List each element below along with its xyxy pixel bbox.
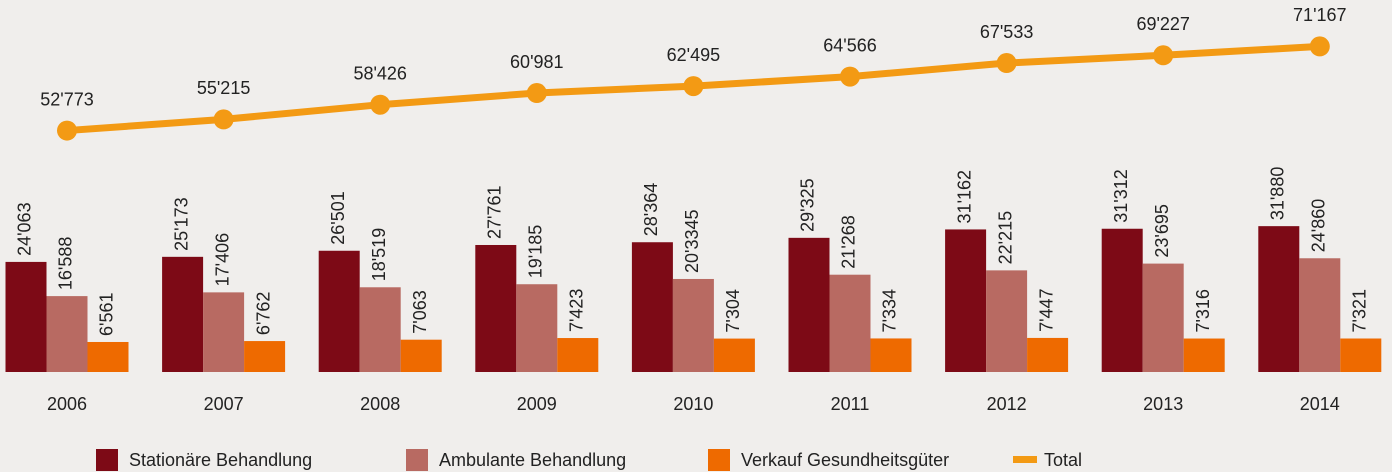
x-tick-label: 2013 bbox=[1143, 394, 1183, 414]
line-point bbox=[213, 109, 234, 130]
bar bbox=[631, 242, 673, 372]
bar bbox=[713, 338, 755, 372]
bar bbox=[318, 250, 360, 372]
x-tick-label: 2007 bbox=[204, 394, 244, 414]
bar bbox=[244, 341, 286, 372]
bar bbox=[557, 338, 599, 372]
bar bbox=[475, 244, 517, 372]
legend-label: Stationäre Behandlung bbox=[129, 450, 312, 470]
data-label: 31'162 bbox=[954, 170, 974, 224]
bar bbox=[162, 256, 204, 372]
legend-label: Total bbox=[1044, 450, 1082, 470]
bar bbox=[788, 237, 830, 372]
data-label: 67'533 bbox=[980, 22, 1034, 42]
data-label: 60'981 bbox=[510, 52, 564, 72]
x-tick-label: 2010 bbox=[673, 394, 713, 414]
data-label: 7'316 bbox=[1193, 289, 1213, 332]
data-label: 7'304 bbox=[723, 289, 743, 332]
line-point bbox=[683, 76, 704, 97]
line-point bbox=[526, 83, 547, 104]
bar bbox=[945, 229, 987, 372]
data-label: 69'227 bbox=[1136, 14, 1190, 34]
x-tick-label: 2008 bbox=[360, 394, 400, 414]
x-tick-label: 2009 bbox=[517, 394, 557, 414]
line-point bbox=[996, 53, 1017, 74]
line-point bbox=[370, 94, 391, 115]
data-label: 58'426 bbox=[353, 63, 407, 83]
bar bbox=[87, 341, 129, 372]
data-label: 64'566 bbox=[823, 35, 877, 55]
legend-swatch bbox=[708, 449, 730, 471]
line-point bbox=[57, 120, 77, 141]
legend-label: Ambulante Behandlung bbox=[439, 450, 626, 470]
data-label: 25'173 bbox=[171, 197, 191, 251]
data-label: 17'406 bbox=[212, 233, 232, 287]
data-label: 21'268 bbox=[839, 215, 859, 269]
bar bbox=[1258, 226, 1300, 372]
data-label: 62'495 bbox=[667, 45, 721, 65]
data-label: 28'364 bbox=[641, 183, 661, 237]
bar bbox=[870, 338, 912, 372]
legend-swatch bbox=[1013, 456, 1037, 463]
data-label: 19'185 bbox=[526, 225, 546, 279]
x-tick-label: 2011 bbox=[831, 394, 870, 414]
x-tick-label: 2006 bbox=[47, 394, 87, 414]
data-label: 27'761 bbox=[485, 185, 505, 239]
bar bbox=[46, 296, 88, 372]
data-label: 23'695 bbox=[1152, 204, 1172, 258]
bar bbox=[1142, 263, 1184, 372]
bar bbox=[5, 261, 47, 372]
bar bbox=[1299, 258, 1341, 372]
bar bbox=[986, 270, 1028, 372]
line-point bbox=[840, 66, 860, 87]
data-label: 6'561 bbox=[97, 292, 117, 335]
x-tick-label: 2014 bbox=[1300, 394, 1340, 414]
x-tick-label: 2012 bbox=[987, 394, 1027, 414]
data-label: 31'312 bbox=[1111, 169, 1131, 223]
bar bbox=[1101, 228, 1143, 372]
bar bbox=[1183, 338, 1225, 372]
bar bbox=[1340, 338, 1382, 372]
data-label: 31'880 bbox=[1268, 167, 1288, 221]
data-label: 20'3345 bbox=[682, 209, 702, 273]
line-point bbox=[1153, 45, 1174, 66]
bar bbox=[1027, 337, 1069, 372]
data-label: 7'447 bbox=[1036, 288, 1056, 331]
bar bbox=[829, 274, 871, 372]
data-label: 29'325 bbox=[798, 178, 818, 232]
data-label: 26'501 bbox=[328, 191, 348, 245]
legend-swatch bbox=[96, 449, 118, 471]
data-label: 16'588 bbox=[56, 237, 76, 291]
legend-swatch bbox=[406, 449, 428, 471]
data-label: 18'519 bbox=[369, 228, 389, 282]
data-label: 71'167 bbox=[1293, 5, 1347, 25]
data-label: 24'063 bbox=[15, 202, 35, 256]
bar bbox=[516, 284, 558, 372]
data-label: 22'215 bbox=[995, 211, 1015, 265]
bar bbox=[400, 339, 442, 372]
bar bbox=[203, 292, 245, 372]
data-label: 55'215 bbox=[197, 78, 251, 98]
data-label: 7'321 bbox=[1350, 289, 1370, 332]
data-label: 7'334 bbox=[880, 289, 900, 332]
data-label: 52'773 bbox=[40, 89, 94, 109]
data-label: 7'423 bbox=[567, 289, 587, 332]
legend-label: Verkauf Gesundheitsgüter bbox=[741, 450, 949, 470]
data-label: 24'860 bbox=[1309, 199, 1329, 253]
line-point bbox=[1309, 36, 1330, 57]
bar bbox=[359, 287, 401, 372]
data-label: 7'063 bbox=[410, 290, 430, 333]
bar bbox=[672, 278, 714, 372]
data-label: 6'762 bbox=[253, 292, 273, 335]
